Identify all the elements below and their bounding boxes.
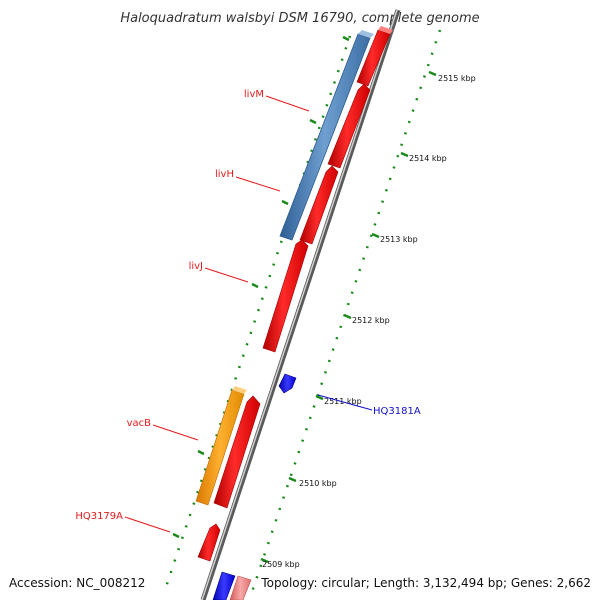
blue-feature-band xyxy=(279,30,374,241)
outer-tick-ring xyxy=(163,35,352,591)
orange-feature xyxy=(195,386,247,506)
gene-label-HQ3181A: HQ3181A xyxy=(373,406,421,417)
kbp-label-2509: 2509 kbp xyxy=(262,560,300,569)
gene-arrow-vacB xyxy=(213,395,261,509)
gene-label-livH: livH xyxy=(215,169,234,180)
outer-major-ticks xyxy=(172,35,350,539)
gene-label-HQ3179A: HQ3179A xyxy=(75,511,123,522)
gene-label-vacB: vacB xyxy=(127,418,152,429)
gene-arrow-livJ xyxy=(262,239,309,353)
kbp-label-2513: 2513 kbp xyxy=(380,235,418,244)
kbp-label-2512: 2512 kbp xyxy=(352,316,390,325)
map-title: Haloquadratum walsbyi DSM 16790, complet… xyxy=(120,11,479,26)
gene-label-livM: livM xyxy=(244,89,264,100)
kbp-label-2510: 2510 kbp xyxy=(299,479,337,488)
gene-arrow-HQ3179A xyxy=(197,523,221,562)
gene-label-leaders xyxy=(124,95,310,533)
genome-backbone xyxy=(200,9,401,600)
inner-major-ticks xyxy=(260,70,437,564)
pink-feature-bottom xyxy=(229,575,252,600)
topology-text: Topology: circular; Length: 3,132,494 bp… xyxy=(260,576,591,590)
gene-arrow-top xyxy=(356,26,393,87)
gene-arrow-HQ3181A xyxy=(278,373,297,394)
kbp-label-2514: 2514 kbp xyxy=(409,154,447,163)
gene-label-livJ: livJ xyxy=(189,261,203,272)
gene-label-leader-HQ3181A xyxy=(317,394,373,411)
accession-text: Accession: NC_008212 xyxy=(9,576,145,590)
gene-arrow-bottom-blue xyxy=(212,571,236,600)
gene-arrow-livH xyxy=(299,165,339,245)
kbp-label-2515: 2515 kbp xyxy=(438,74,476,83)
gene-arrow-livM xyxy=(327,83,371,169)
